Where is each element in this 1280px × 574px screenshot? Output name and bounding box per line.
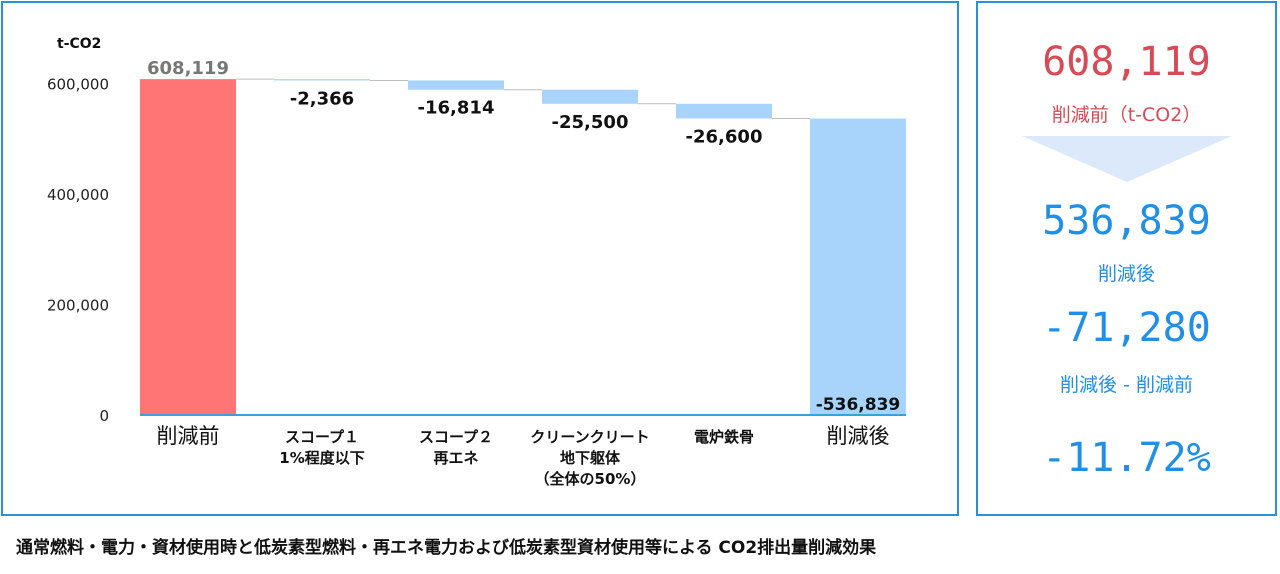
down-arrow-icon bbox=[1022, 136, 1232, 182]
bar-4 bbox=[676, 103, 772, 119]
waterfall-chart: 0 200,000 400,000 600,000 t-CO2 608,119 削減前 -2,… bbox=[47, 36, 906, 488]
summary-after-value: 536,839 bbox=[1042, 198, 1211, 244]
data-label-5: -536,839 bbox=[816, 395, 901, 415]
summary-panel: 608,119 削減前（t-CO2） 536,839 削減後 -71,280 削… bbox=[976, 1, 1277, 516]
bar-2 bbox=[408, 80, 504, 90]
bar-5 bbox=[810, 118, 906, 415]
data-label-2: -16,814 bbox=[418, 98, 495, 119]
bar-3 bbox=[542, 89, 638, 104]
y-tick-label-3: 600,000 bbox=[47, 76, 109, 94]
category-label-4-0: 電炉鉄骨 bbox=[694, 428, 754, 446]
category-label-5-0: 削減後 bbox=[827, 424, 890, 448]
category-label-2-1: 再エネ bbox=[433, 449, 478, 467]
data-label-1: -2,366 bbox=[290, 88, 354, 109]
y-tick-label-0: 0 bbox=[99, 407, 109, 425]
data-label-3: -25,500 bbox=[552, 112, 629, 133]
bar-0 bbox=[140, 79, 236, 415]
category-label-3-0: クリーンクリート bbox=[530, 428, 649, 446]
category-label-1-0: スコープ１ bbox=[285, 428, 359, 446]
footer-caption: 通常燃料・電力・資材使用時と低炭素型燃料・再エネ電力および低炭素型資材使用等によ… bbox=[16, 538, 877, 558]
bar-1 bbox=[274, 79, 370, 81]
category-label-2-0: スコープ２ bbox=[419, 428, 493, 446]
summary-percent-value: -11.72% bbox=[1042, 435, 1211, 481]
data-label-0: 608,119 bbox=[147, 58, 229, 79]
summary-before-label: 削減前（t-CO2） bbox=[1051, 104, 1202, 126]
category-label-0-0: 削減前 bbox=[157, 424, 220, 448]
category-label-3-2: （全体の50%） bbox=[535, 470, 646, 488]
summary-diff-value: -71,280 bbox=[1042, 305, 1211, 351]
category-label-3-1: 地下躯体 bbox=[560, 449, 621, 467]
summary-before-value: 608,119 bbox=[1042, 39, 1211, 85]
y-tick-label-2: 400,000 bbox=[47, 186, 109, 204]
summary-after-label: 削減後 bbox=[1097, 263, 1155, 285]
y-unit-label: t-CO2 bbox=[57, 36, 101, 52]
data-label-4: -26,600 bbox=[686, 126, 763, 147]
summary-diff-label: 削減後 - 削減前 bbox=[1060, 374, 1193, 396]
category-label-1-1: 1%程度以下 bbox=[279, 449, 364, 467]
y-tick-label-1: 200,000 bbox=[47, 297, 109, 315]
chart-panel: 0 200,000 400,000 600,000 t-CO2 608,119 削減前 -2,… bbox=[1, 1, 959, 516]
